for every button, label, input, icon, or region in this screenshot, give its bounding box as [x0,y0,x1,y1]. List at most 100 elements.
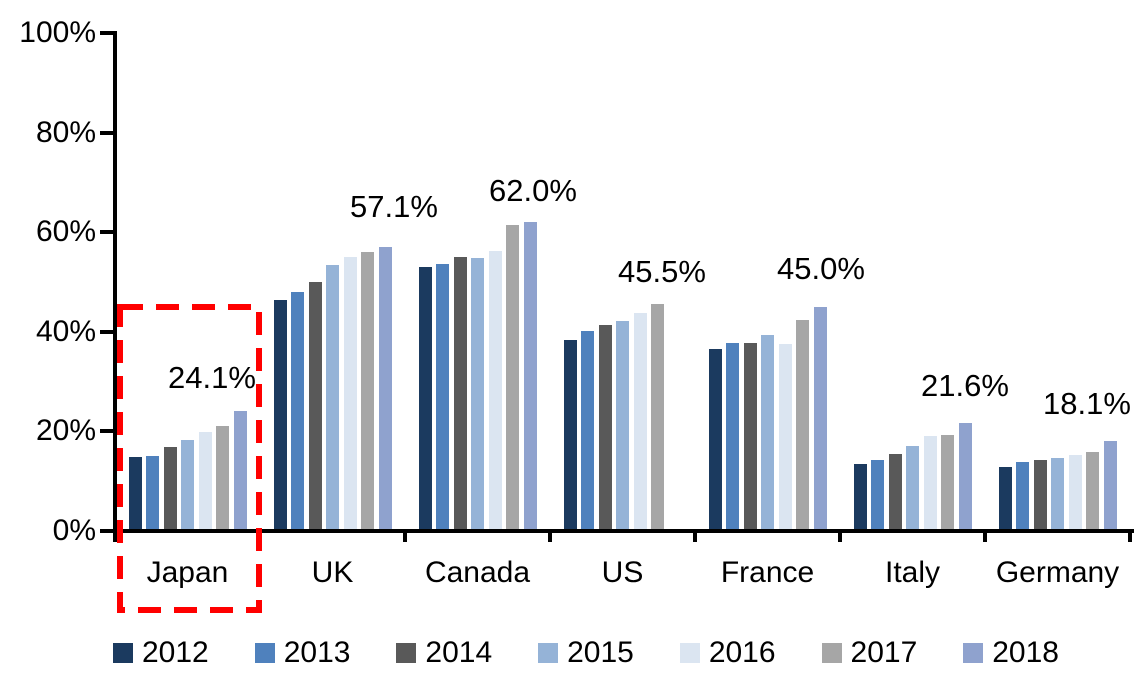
category-label-japan: Japan [146,556,229,589]
bar-uk-2017 [361,252,375,531]
bar-us-2017 [651,304,665,531]
bar-japan-2016 [198,431,212,531]
y-axis-tick [100,529,113,533]
legend-swatch-icon [254,643,275,663]
bar-canada-2015 [471,258,485,531]
bar-italy-2015 [906,446,920,531]
y-axis-tick-label: 60% [35,215,96,249]
bar-japan-2017 [216,425,230,531]
legend-swatch-icon [679,643,700,663]
y-axis-tick [100,31,113,35]
category-label-italy: Italy [884,556,941,589]
bar-japan-2018 [233,410,247,531]
data-label: 62.0% [489,173,577,208]
bar-japan-2012 [129,456,142,531]
legend-label: 2014 [425,636,493,669]
legend-item-2014: 2014 [396,638,492,668]
bar-germany-2017 [1086,451,1100,531]
data-label: 21.6% [921,368,1009,403]
bar-us-2016 [633,312,647,531]
bar-japan-2014 [163,447,177,531]
x-axis-tick [1128,532,1132,542]
bar-france-2013 [726,342,740,531]
bar-france-2015 [761,334,775,531]
category-label-us: US [601,556,644,589]
data-label: 24.1% [168,360,256,395]
bar-germany-2013 [1016,461,1030,531]
category-label-uk: UK [311,556,354,589]
legend-label: 2012 [142,636,209,669]
bar-canada-2013 [436,264,450,531]
legend-swatch-icon [113,643,133,663]
bar-uk-2012 [274,299,287,531]
bar-canada-2012 [419,267,432,531]
bar-uk-2018 [378,246,392,531]
legend-swatch-icon [821,643,842,663]
bar-us-2013 [581,330,595,531]
bar-us-2015 [616,320,630,531]
data-label: 45.0% [777,251,865,286]
legend-label: 2013 [283,636,351,669]
bar-uk-2016 [343,257,357,531]
bar-italy-2013 [871,460,885,531]
bar-uk-2015 [326,265,340,531]
y-axis-tick-label: 80% [35,115,96,149]
x-axis-tick [403,532,407,542]
y-axis-tick-label: 100% [19,16,96,49]
legend: 2012 2013 2014 2015 2016 2017 2018 [113,636,1059,670]
y-axis-tick [100,130,113,135]
bar-italy-2016 [923,436,937,531]
legend-swatch-icon [963,643,984,663]
legend-swatch-icon [538,643,559,663]
bar-france-2017 [796,319,810,531]
x-axis-tick [693,532,697,542]
bar-italy-2012 [854,464,867,531]
x-axis-tick [113,532,117,542]
bar-italy-2018 [958,423,972,531]
bar-france-2012 [709,349,722,531]
data-label: 57.1% [350,189,438,224]
x-axis-tick [548,532,552,542]
legend-item-2017: 2017 [821,636,918,669]
legend-item-2018: 2018 [963,638,1059,668]
bar-canada-2018 [523,222,537,531]
x-axis-tick [258,532,262,542]
bar-france-2016 [778,343,792,531]
legend-item-2013: 2013 [254,636,351,669]
legend-item-2015: 2015 [538,638,634,668]
y-axis-tick-label: 40% [35,314,96,348]
y-axis-line [113,31,117,542]
data-label: 45.5% [618,254,706,289]
y-axis-tick [100,230,113,235]
bar-uk-2014 [308,282,322,531]
bar-us-2012 [564,339,577,531]
y-axis-tick-label: 20% [35,414,96,448]
legend-swatch-icon [396,643,417,663]
bar-japan-2015 [181,440,195,531]
bar-france-2014 [743,342,757,531]
legend-label: 2017 [850,636,918,669]
bar-us-2014 [598,324,612,531]
y-axis-tick [100,329,113,334]
bar-canada-2014 [453,257,467,531]
bar-italy-2017 [941,434,955,531]
bar-canada-2016 [488,251,502,531]
bar-germany-2014 [1033,460,1047,531]
bar-uk-2013 [291,291,305,531]
legend-item-2016: 2016 [679,638,776,668]
bar-germany-2018 [1103,440,1117,531]
data-label: 18.1% [1043,386,1131,421]
legend-item-2012: 2012 [113,638,209,668]
bar-canada-2017 [506,225,520,531]
y-axis-tick [100,429,113,434]
x-axis-tick [983,532,987,542]
bar-germany-2016 [1068,454,1082,531]
bar-italy-2014 [888,454,902,531]
x-axis-line [111,529,1134,533]
bar-germany-2015 [1051,458,1065,531]
legend-label: 2018 [992,636,1059,669]
bar-germany-2012 [999,467,1012,531]
category-label-germany: Germany [995,556,1120,589]
